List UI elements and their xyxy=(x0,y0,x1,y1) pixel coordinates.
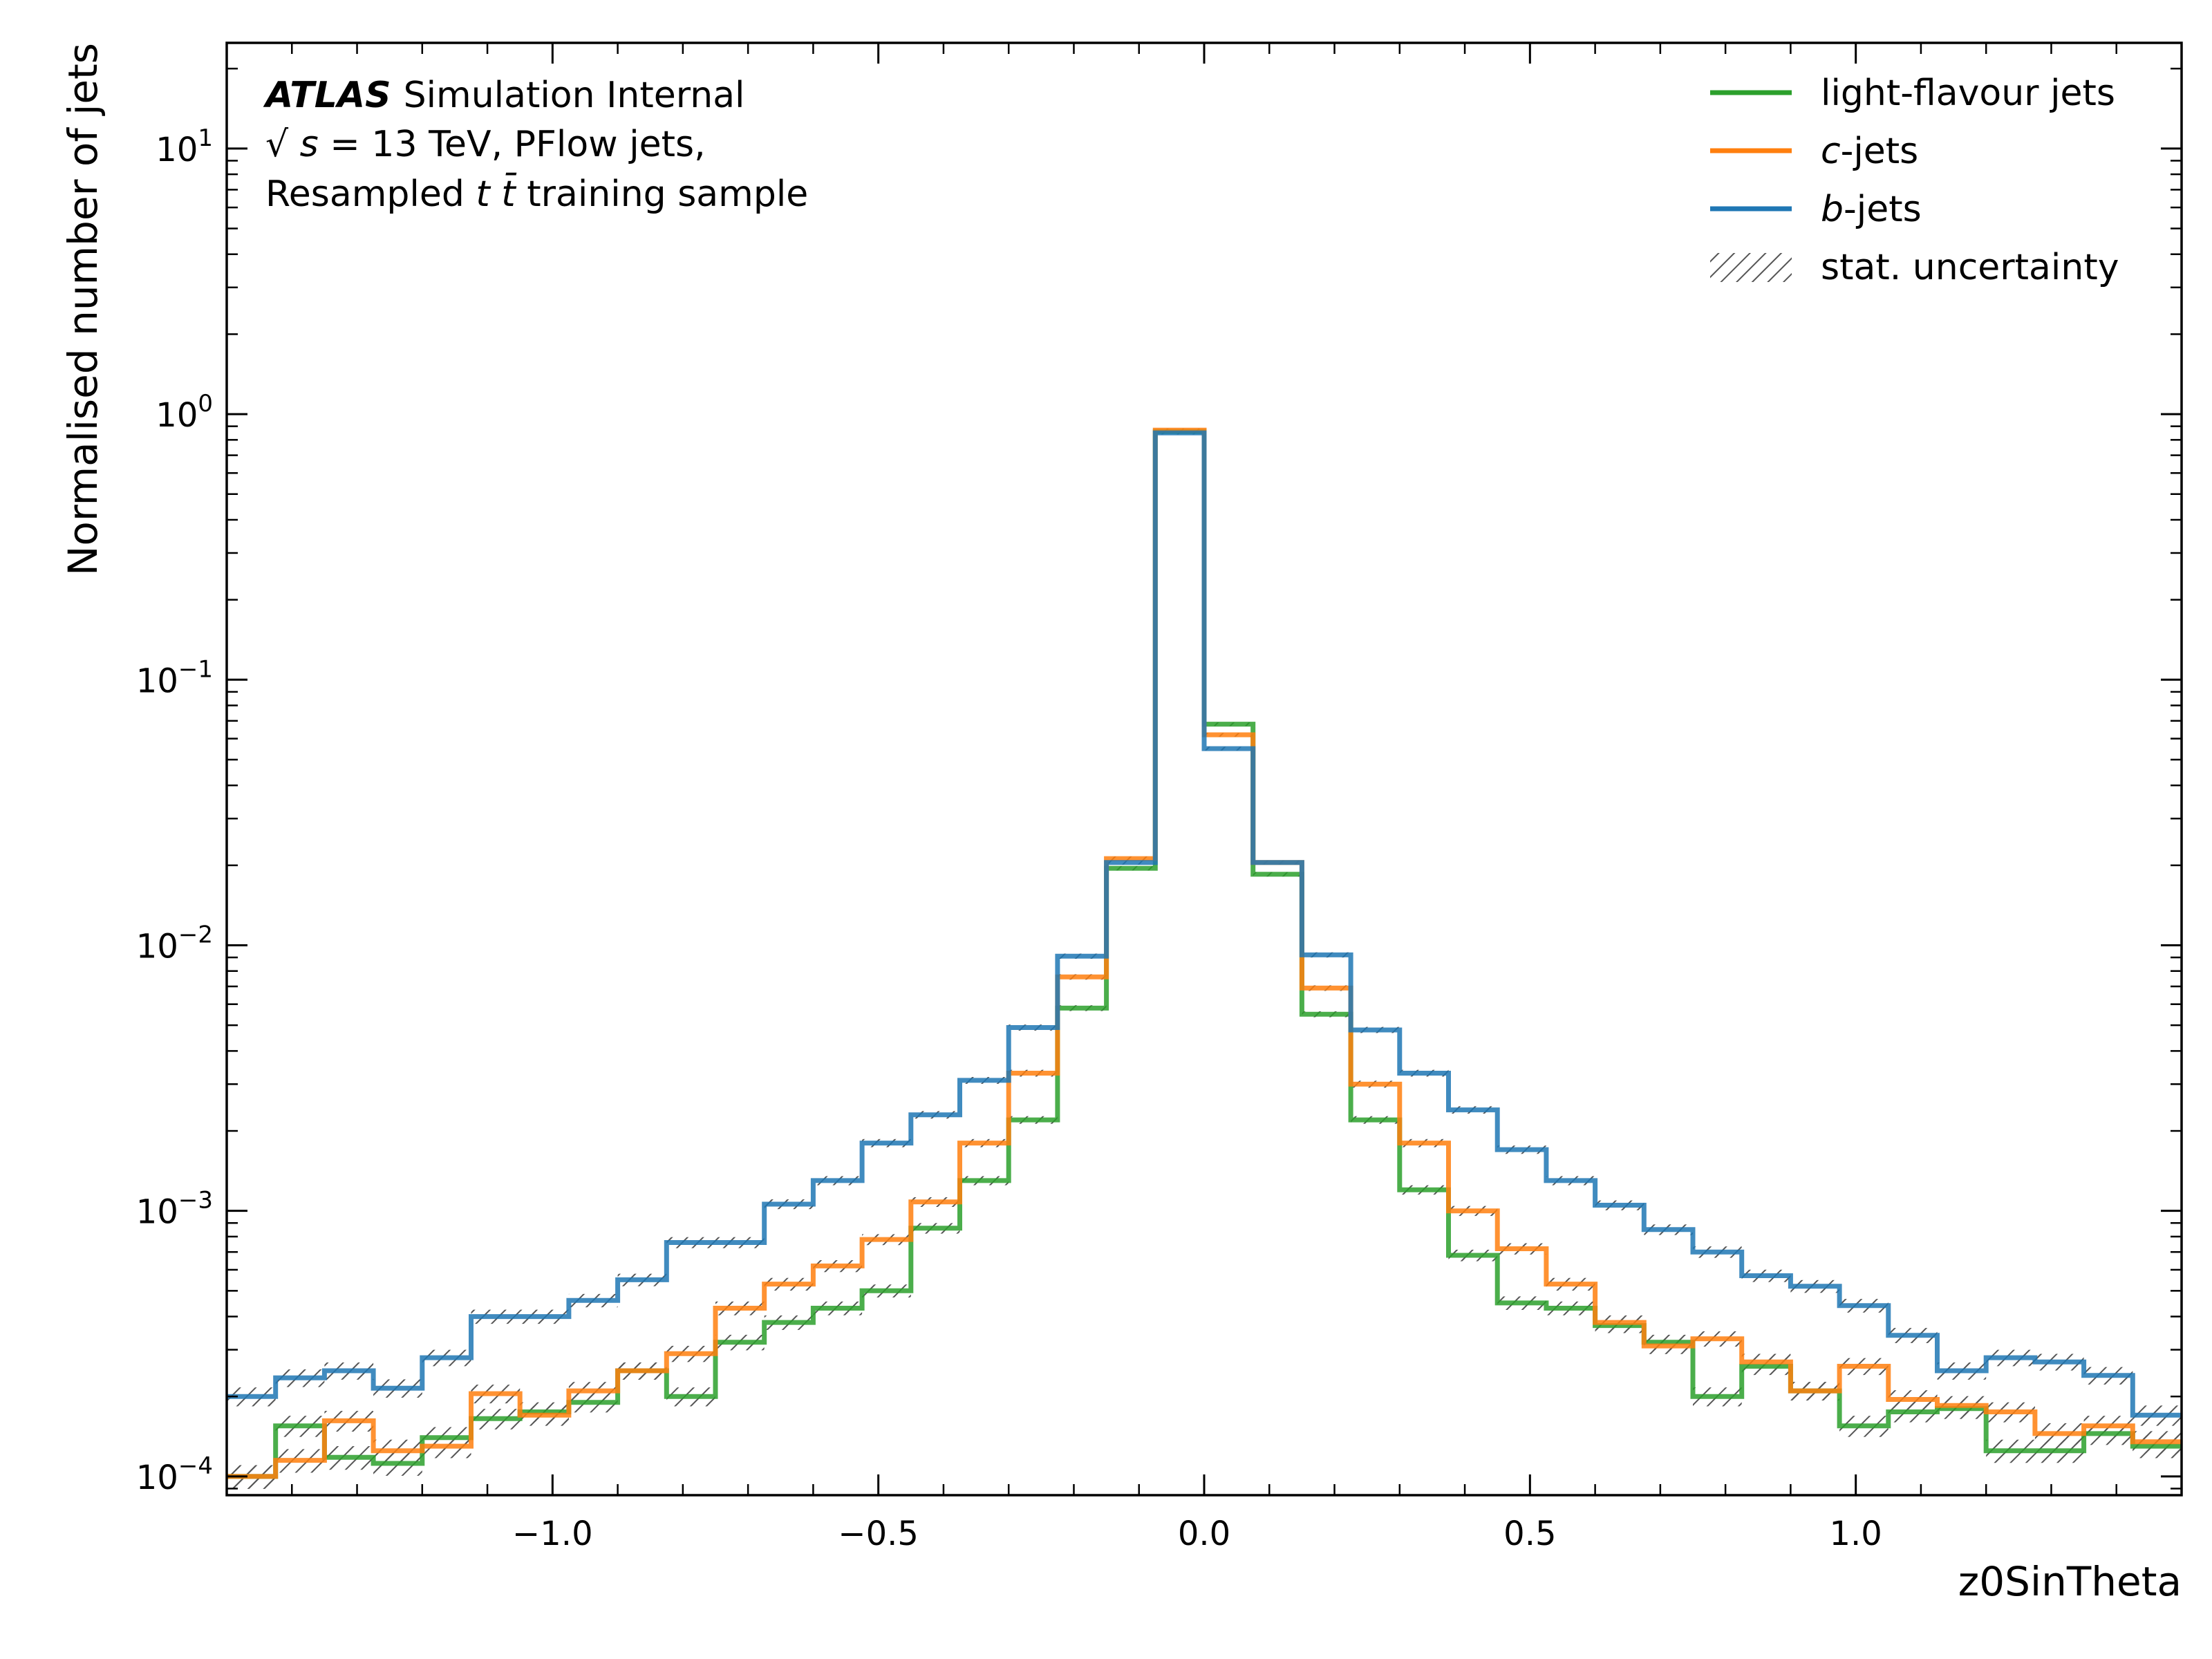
svg-text:stat. uncertainty: stat. uncertainty xyxy=(1821,247,2119,288)
legend-label-c-italic: c xyxy=(1821,131,1841,172)
y-axis-title: Normalised number of jets xyxy=(59,43,106,576)
axes: −1.0 −0.5 0.0 0.5 1.0 10−4 10−3 10−2 10−1 100 101 xyxy=(136,41,2183,1553)
y-tick-label: 100 xyxy=(156,390,213,435)
sample-suffix: training sample xyxy=(527,174,808,215)
svg-text:light-flavour jets: light-flavour jets xyxy=(1821,73,2115,114)
svg-text:c-jets: c-jets xyxy=(1821,131,1918,172)
sample-prefix: Resampled xyxy=(265,174,476,215)
x-tick-label: 0.5 xyxy=(1503,1515,1556,1553)
sqrt-symbol: √ xyxy=(265,124,289,165)
energy-text: = 13 TeV, PFlow jets, xyxy=(330,124,705,165)
sample-tt: t t̄ xyxy=(476,173,517,215)
legend-label-b: -jets xyxy=(1844,189,1922,230)
svg-text:Resampled t t̄ t: Resampled t t̄ training sample xyxy=(265,173,808,215)
svg-text:ATLAS Simulation Interna: ATLAS Simulation Internal xyxy=(263,75,745,116)
s-symbol: s xyxy=(300,124,319,165)
y-tick-label: 10−2 xyxy=(136,921,213,966)
y-tick-label: 101 xyxy=(156,124,213,169)
y-tick-label: 10−1 xyxy=(136,655,213,700)
x-tick-label: −1.0 xyxy=(512,1515,593,1553)
svg-text:√ s = 13 TeV, PFl: √ s = 13 TeV, PFlow jets, xyxy=(265,124,706,165)
x-tick-label: 1.0 xyxy=(1829,1515,1882,1553)
legend-label-light: light-flavour jets xyxy=(1821,73,2115,114)
x-axis-title: z0SinTheta xyxy=(1958,1558,2182,1605)
legend-label-uncertainty: stat. uncertainty xyxy=(1821,247,2119,288)
series-line-b-jets xyxy=(227,430,2182,1418)
x-tick-label: −0.5 xyxy=(838,1515,919,1553)
legend-label-b-italic: b xyxy=(1821,189,1844,230)
atlas-status: Simulation Internal xyxy=(404,75,745,116)
atlas-label: ATLAS xyxy=(263,75,391,116)
y-tick-label: 10−3 xyxy=(136,1187,213,1232)
legend-label-c: -jets xyxy=(1841,131,1919,172)
y-tick-label: 10−4 xyxy=(136,1452,213,1497)
series-lines xyxy=(227,427,2182,1479)
legend: light-flavour jets c-jets b-jets stat. u… xyxy=(1710,73,2119,288)
legend-swatch-uncertainty xyxy=(1710,253,1792,282)
x-tick-label: 0.0 xyxy=(1178,1515,1230,1553)
svg-text:b-jets: b-jets xyxy=(1821,189,1922,230)
atlas-annotation: ATLAS Simulation Internal √ s = 13 TeV, … xyxy=(263,75,808,215)
